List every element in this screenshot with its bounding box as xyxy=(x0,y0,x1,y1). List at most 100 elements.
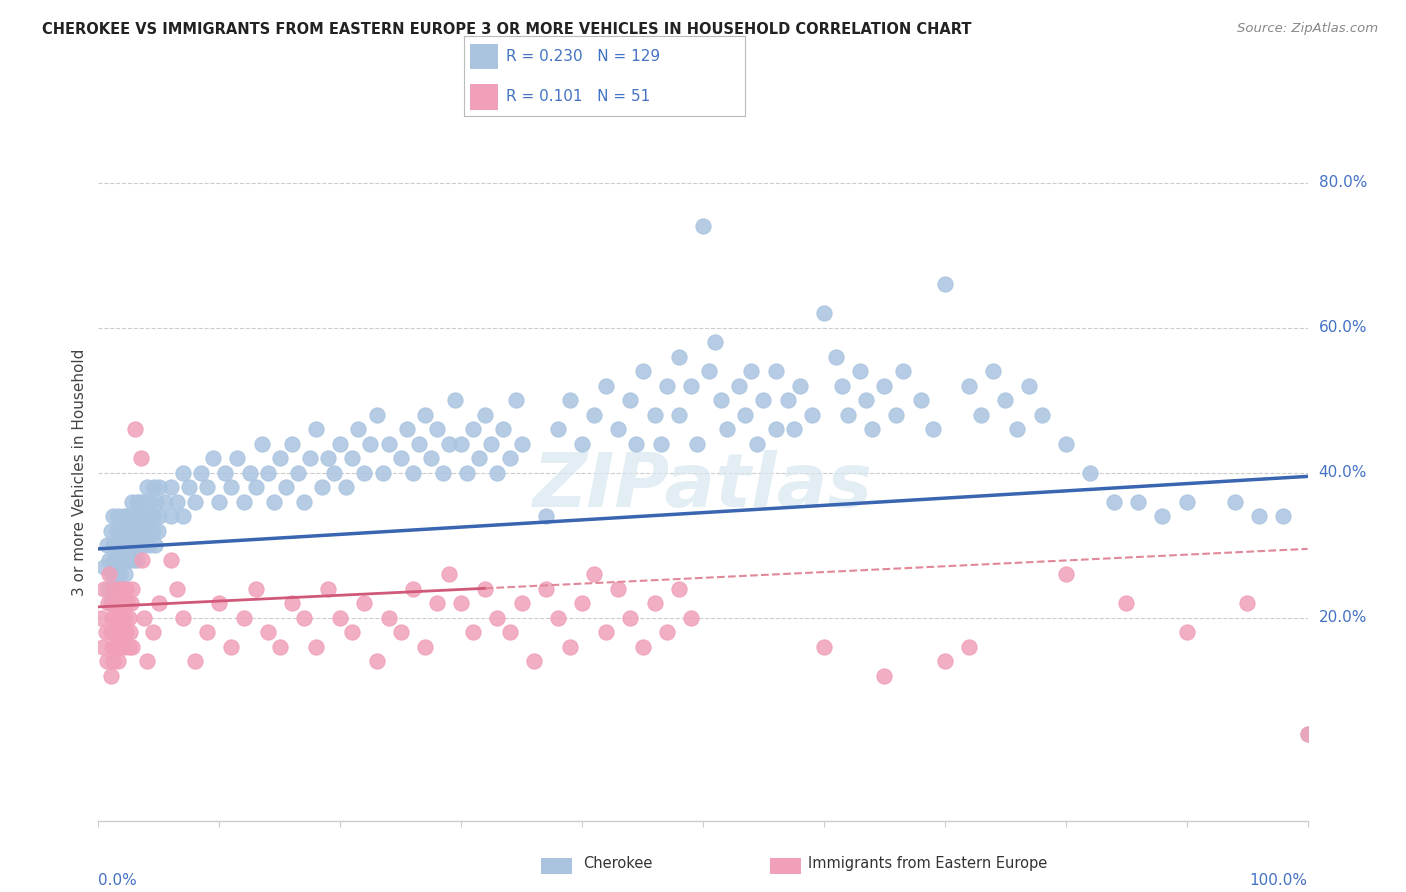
Point xyxy=(292,610,315,624)
Point xyxy=(831,378,853,392)
Point xyxy=(595,625,617,640)
Point xyxy=(789,378,811,392)
Point xyxy=(172,610,194,624)
Point xyxy=(298,451,321,466)
Point xyxy=(105,552,128,567)
Point xyxy=(127,524,149,538)
Point xyxy=(143,480,166,494)
Point xyxy=(389,451,412,466)
Point xyxy=(377,610,399,624)
Point xyxy=(131,552,153,567)
Point xyxy=(1175,494,1198,508)
Point xyxy=(118,509,141,524)
Text: Immigrants from Eastern Europe: Immigrants from Eastern Europe xyxy=(808,856,1047,871)
Point xyxy=(413,640,436,654)
Point xyxy=(256,625,278,640)
Point xyxy=(710,393,733,408)
Point xyxy=(114,567,136,582)
Point xyxy=(98,567,121,582)
Point xyxy=(547,422,569,436)
Point xyxy=(143,509,166,524)
Point xyxy=(118,640,141,654)
Point xyxy=(103,582,125,596)
Text: Cherokee: Cherokee xyxy=(583,856,652,871)
Point xyxy=(1128,494,1150,508)
Point xyxy=(583,408,606,422)
Point xyxy=(117,596,139,610)
Point xyxy=(547,610,569,624)
Point xyxy=(595,378,617,392)
Point xyxy=(138,538,160,552)
Point xyxy=(105,625,128,640)
Point xyxy=(107,610,129,624)
Point xyxy=(121,494,143,508)
Point xyxy=(825,350,848,364)
Point xyxy=(112,640,135,654)
Text: R = 0.230   N = 129: R = 0.230 N = 129 xyxy=(506,49,661,64)
Point xyxy=(127,509,149,524)
Point xyxy=(510,436,533,450)
Point xyxy=(534,582,557,596)
Point xyxy=(101,538,124,552)
Point xyxy=(432,466,454,480)
Point xyxy=(177,480,201,494)
Point xyxy=(184,494,207,508)
Point xyxy=(1007,422,1029,436)
Point xyxy=(619,393,641,408)
Point xyxy=(366,408,388,422)
Point xyxy=(166,582,188,596)
Point xyxy=(127,552,149,567)
Point xyxy=(498,625,520,640)
Point xyxy=(607,422,630,436)
Text: CHEROKEE VS IMMIGRANTS FROM EASTERN EUROPE 3 OR MORE VEHICLES IN HOUSEHOLD CORRE: CHEROKEE VS IMMIGRANTS FROM EASTERN EURO… xyxy=(42,22,972,37)
Point xyxy=(232,610,254,624)
Point xyxy=(100,596,122,610)
Point xyxy=(1236,596,1258,610)
Point xyxy=(486,466,509,480)
Text: 20.0%: 20.0% xyxy=(1319,610,1367,625)
Point xyxy=(245,582,267,596)
Text: Source: ZipAtlas.com: Source: ZipAtlas.com xyxy=(1237,22,1378,36)
Point xyxy=(118,625,141,640)
Point xyxy=(910,393,932,408)
Point xyxy=(108,596,131,610)
Point xyxy=(104,538,127,552)
Point xyxy=(510,596,533,610)
Point xyxy=(128,494,150,508)
Point xyxy=(747,436,769,450)
Point xyxy=(444,393,467,408)
Point xyxy=(855,393,877,408)
Point xyxy=(571,436,593,450)
Point xyxy=(103,552,125,567)
Point xyxy=(934,654,956,668)
Point xyxy=(250,436,273,450)
Point xyxy=(450,436,472,450)
Point xyxy=(96,538,118,552)
Point xyxy=(366,654,388,668)
Point xyxy=(523,654,546,668)
Point xyxy=(558,393,581,408)
Point xyxy=(1249,509,1271,524)
Point xyxy=(402,466,425,480)
Point xyxy=(112,596,135,610)
Point xyxy=(195,480,218,494)
Point xyxy=(668,582,690,596)
Point xyxy=(146,524,169,538)
Point xyxy=(619,610,641,624)
Point xyxy=(1296,726,1319,740)
Point xyxy=(107,567,129,582)
Point xyxy=(776,393,799,408)
FancyBboxPatch shape xyxy=(470,44,498,70)
Point xyxy=(800,408,823,422)
Point xyxy=(91,640,114,654)
Point xyxy=(134,524,156,538)
Point xyxy=(115,582,138,596)
Point xyxy=(160,480,183,494)
Point xyxy=(184,654,207,668)
Point xyxy=(534,509,557,524)
Point xyxy=(287,466,309,480)
Point xyxy=(148,509,170,524)
Point xyxy=(135,654,157,668)
Point xyxy=(108,538,131,552)
Point xyxy=(1054,567,1077,582)
